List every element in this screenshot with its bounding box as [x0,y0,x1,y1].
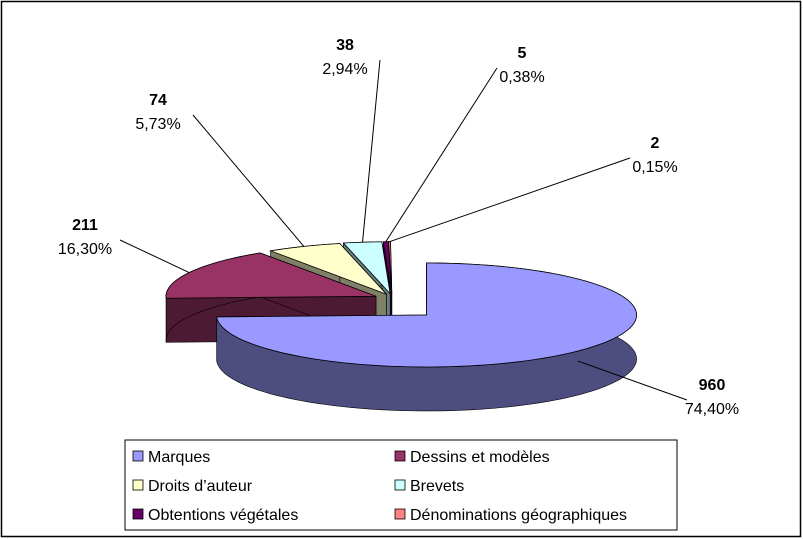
slice [342,241,391,296]
count-label: 5 [518,45,527,62]
share-label: 0,38% [499,69,544,86]
leader-line [389,157,631,243]
slice [269,243,387,295]
legend-swatch [132,508,144,520]
leader-line [362,59,381,243]
share-label: 2,94% [322,61,367,78]
count-label: 211 [72,217,98,234]
count-label: 38 [336,37,354,54]
legend-swatch [394,450,406,462]
legend-swatch [394,508,406,520]
legend-swatch [394,479,406,491]
share-label: 16,30% [58,241,112,258]
share-label: 74,40% [685,401,739,418]
count-label: 960 [699,377,726,394]
count-label: 2 [651,135,660,152]
leader-line [577,360,688,401]
legend-label: Brevets [410,478,464,495]
legend-swatch [132,479,144,491]
leader-line [119,239,190,273]
slice [165,252,377,299]
legend-label: Dessins et modèles [410,449,550,466]
share-label: 0,15% [632,159,677,176]
slice [216,262,637,368]
legend-label: Marques [148,449,210,466]
legend-label: Droits d’auteur [148,478,253,495]
legend-swatch [132,450,144,462]
legend-label: Dénominations géographiques [410,507,627,524]
share-label: 5,73% [135,116,180,133]
leader-line [192,114,305,247]
leader-line [385,67,498,242]
count-label: 74 [149,92,167,109]
legend-label: Obtentions végétales [148,507,298,524]
